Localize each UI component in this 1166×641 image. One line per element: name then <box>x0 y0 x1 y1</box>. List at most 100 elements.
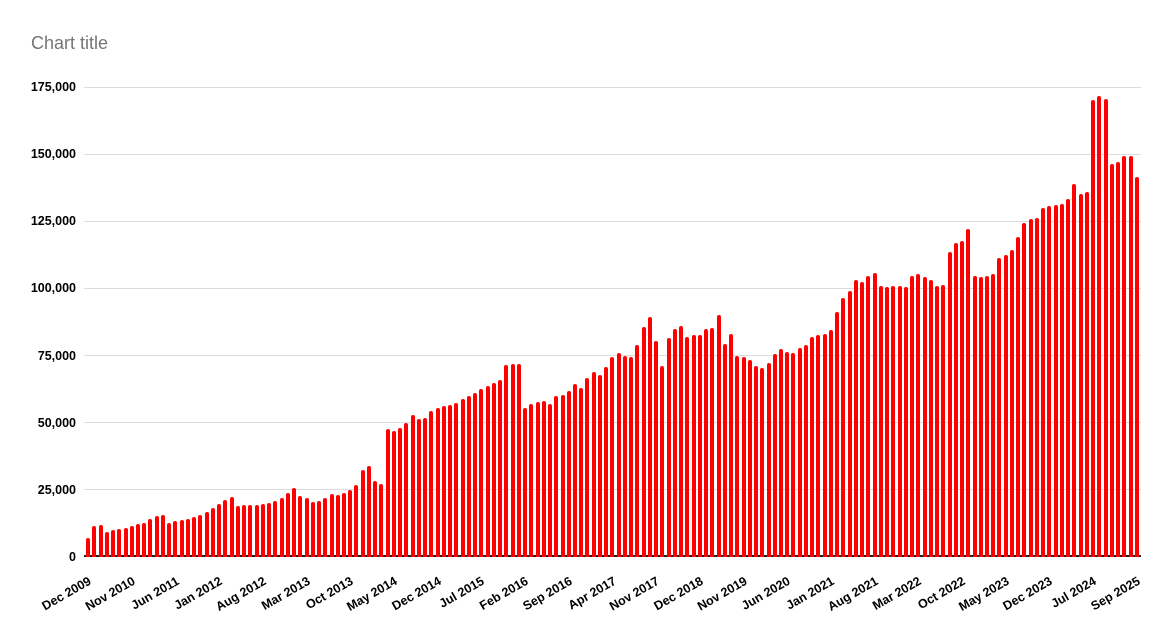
bar <box>941 284 946 557</box>
bar <box>772 354 777 557</box>
chart-title: Chart title <box>31 33 109 53</box>
bar <box>123 527 128 557</box>
bar <box>242 505 247 557</box>
bar <box>641 327 646 557</box>
bar <box>373 480 378 557</box>
bar <box>179 519 184 557</box>
bar <box>1016 236 1021 557</box>
bar <box>285 492 290 557</box>
bar <box>204 512 209 557</box>
bar <box>935 286 940 557</box>
bar <box>160 514 165 557</box>
bar <box>1097 95 1102 557</box>
bar <box>1091 99 1096 557</box>
bar <box>1109 164 1114 557</box>
bar <box>660 366 665 557</box>
bar <box>610 356 615 557</box>
bar <box>666 337 671 557</box>
bar <box>704 328 709 557</box>
bar <box>498 379 503 557</box>
bar <box>903 287 908 557</box>
bar <box>685 337 690 557</box>
bar <box>548 404 552 557</box>
bar <box>566 390 571 557</box>
bar <box>735 355 740 557</box>
bar <box>210 507 215 557</box>
bar <box>966 229 971 557</box>
bar <box>466 395 471 557</box>
bar <box>1003 254 1008 557</box>
bar <box>1066 199 1071 557</box>
y-axis-tick-label: 0 <box>69 550 76 564</box>
bar <box>485 386 490 557</box>
bar <box>822 333 827 557</box>
bar <box>142 522 147 557</box>
y-axis-tick-label: 150,000 <box>30 147 76 162</box>
bar <box>1128 155 1133 557</box>
bar <box>1072 184 1077 557</box>
bar <box>398 428 403 557</box>
bar <box>366 466 371 557</box>
bar <box>997 257 1002 557</box>
y-axis-tick-label: 100,000 <box>30 281 76 296</box>
bar <box>529 404 534 557</box>
bar <box>454 403 459 557</box>
bar <box>729 333 734 557</box>
bar <box>972 275 977 557</box>
bar <box>323 497 328 557</box>
bar <box>435 408 440 557</box>
bar <box>697 334 702 557</box>
bar <box>379 483 384 557</box>
bar <box>635 344 640 557</box>
bar <box>1022 222 1027 557</box>
bar <box>104 532 109 557</box>
bar <box>198 514 203 557</box>
bar <box>129 526 134 557</box>
bar <box>192 516 197 557</box>
plot-area <box>84 86 1141 557</box>
bar <box>616 353 621 557</box>
bar <box>410 414 415 557</box>
gridline <box>84 287 1141 289</box>
bar <box>304 498 309 557</box>
bar <box>716 315 721 557</box>
bar <box>778 349 783 557</box>
bar <box>385 429 390 557</box>
bar <box>978 277 983 557</box>
bar <box>835 311 840 557</box>
bar <box>298 495 303 557</box>
bar <box>554 396 559 557</box>
bar <box>235 505 240 557</box>
bar <box>516 364 521 557</box>
y-axis-tick-label: 75,000 <box>37 348 76 363</box>
y-axis-tick-label: 175,000 <box>30 80 76 94</box>
bar <box>260 504 265 557</box>
bar <box>853 280 858 557</box>
bar <box>591 371 596 557</box>
bar <box>391 431 396 557</box>
bar <box>747 360 752 557</box>
bar <box>647 316 652 557</box>
bar <box>910 275 915 557</box>
bar <box>335 495 340 557</box>
bar <box>841 298 846 557</box>
y-axis-tick-label: 50,000 <box>37 415 76 430</box>
bar <box>1009 249 1014 557</box>
bar <box>448 404 453 557</box>
bar <box>679 325 684 557</box>
bar <box>816 335 821 557</box>
bar <box>1059 203 1064 557</box>
bar <box>510 363 515 557</box>
bar <box>885 287 890 557</box>
bar <box>491 383 496 557</box>
bar <box>1053 204 1058 557</box>
bar <box>360 469 365 557</box>
y-axis-tick-label: 25,000 <box>37 482 76 497</box>
bar <box>404 423 409 557</box>
bar <box>722 344 727 557</box>
bar <box>1028 218 1033 557</box>
bar <box>504 364 509 557</box>
bar <box>86 537 91 557</box>
bar <box>1084 192 1089 557</box>
bar <box>273 501 278 557</box>
